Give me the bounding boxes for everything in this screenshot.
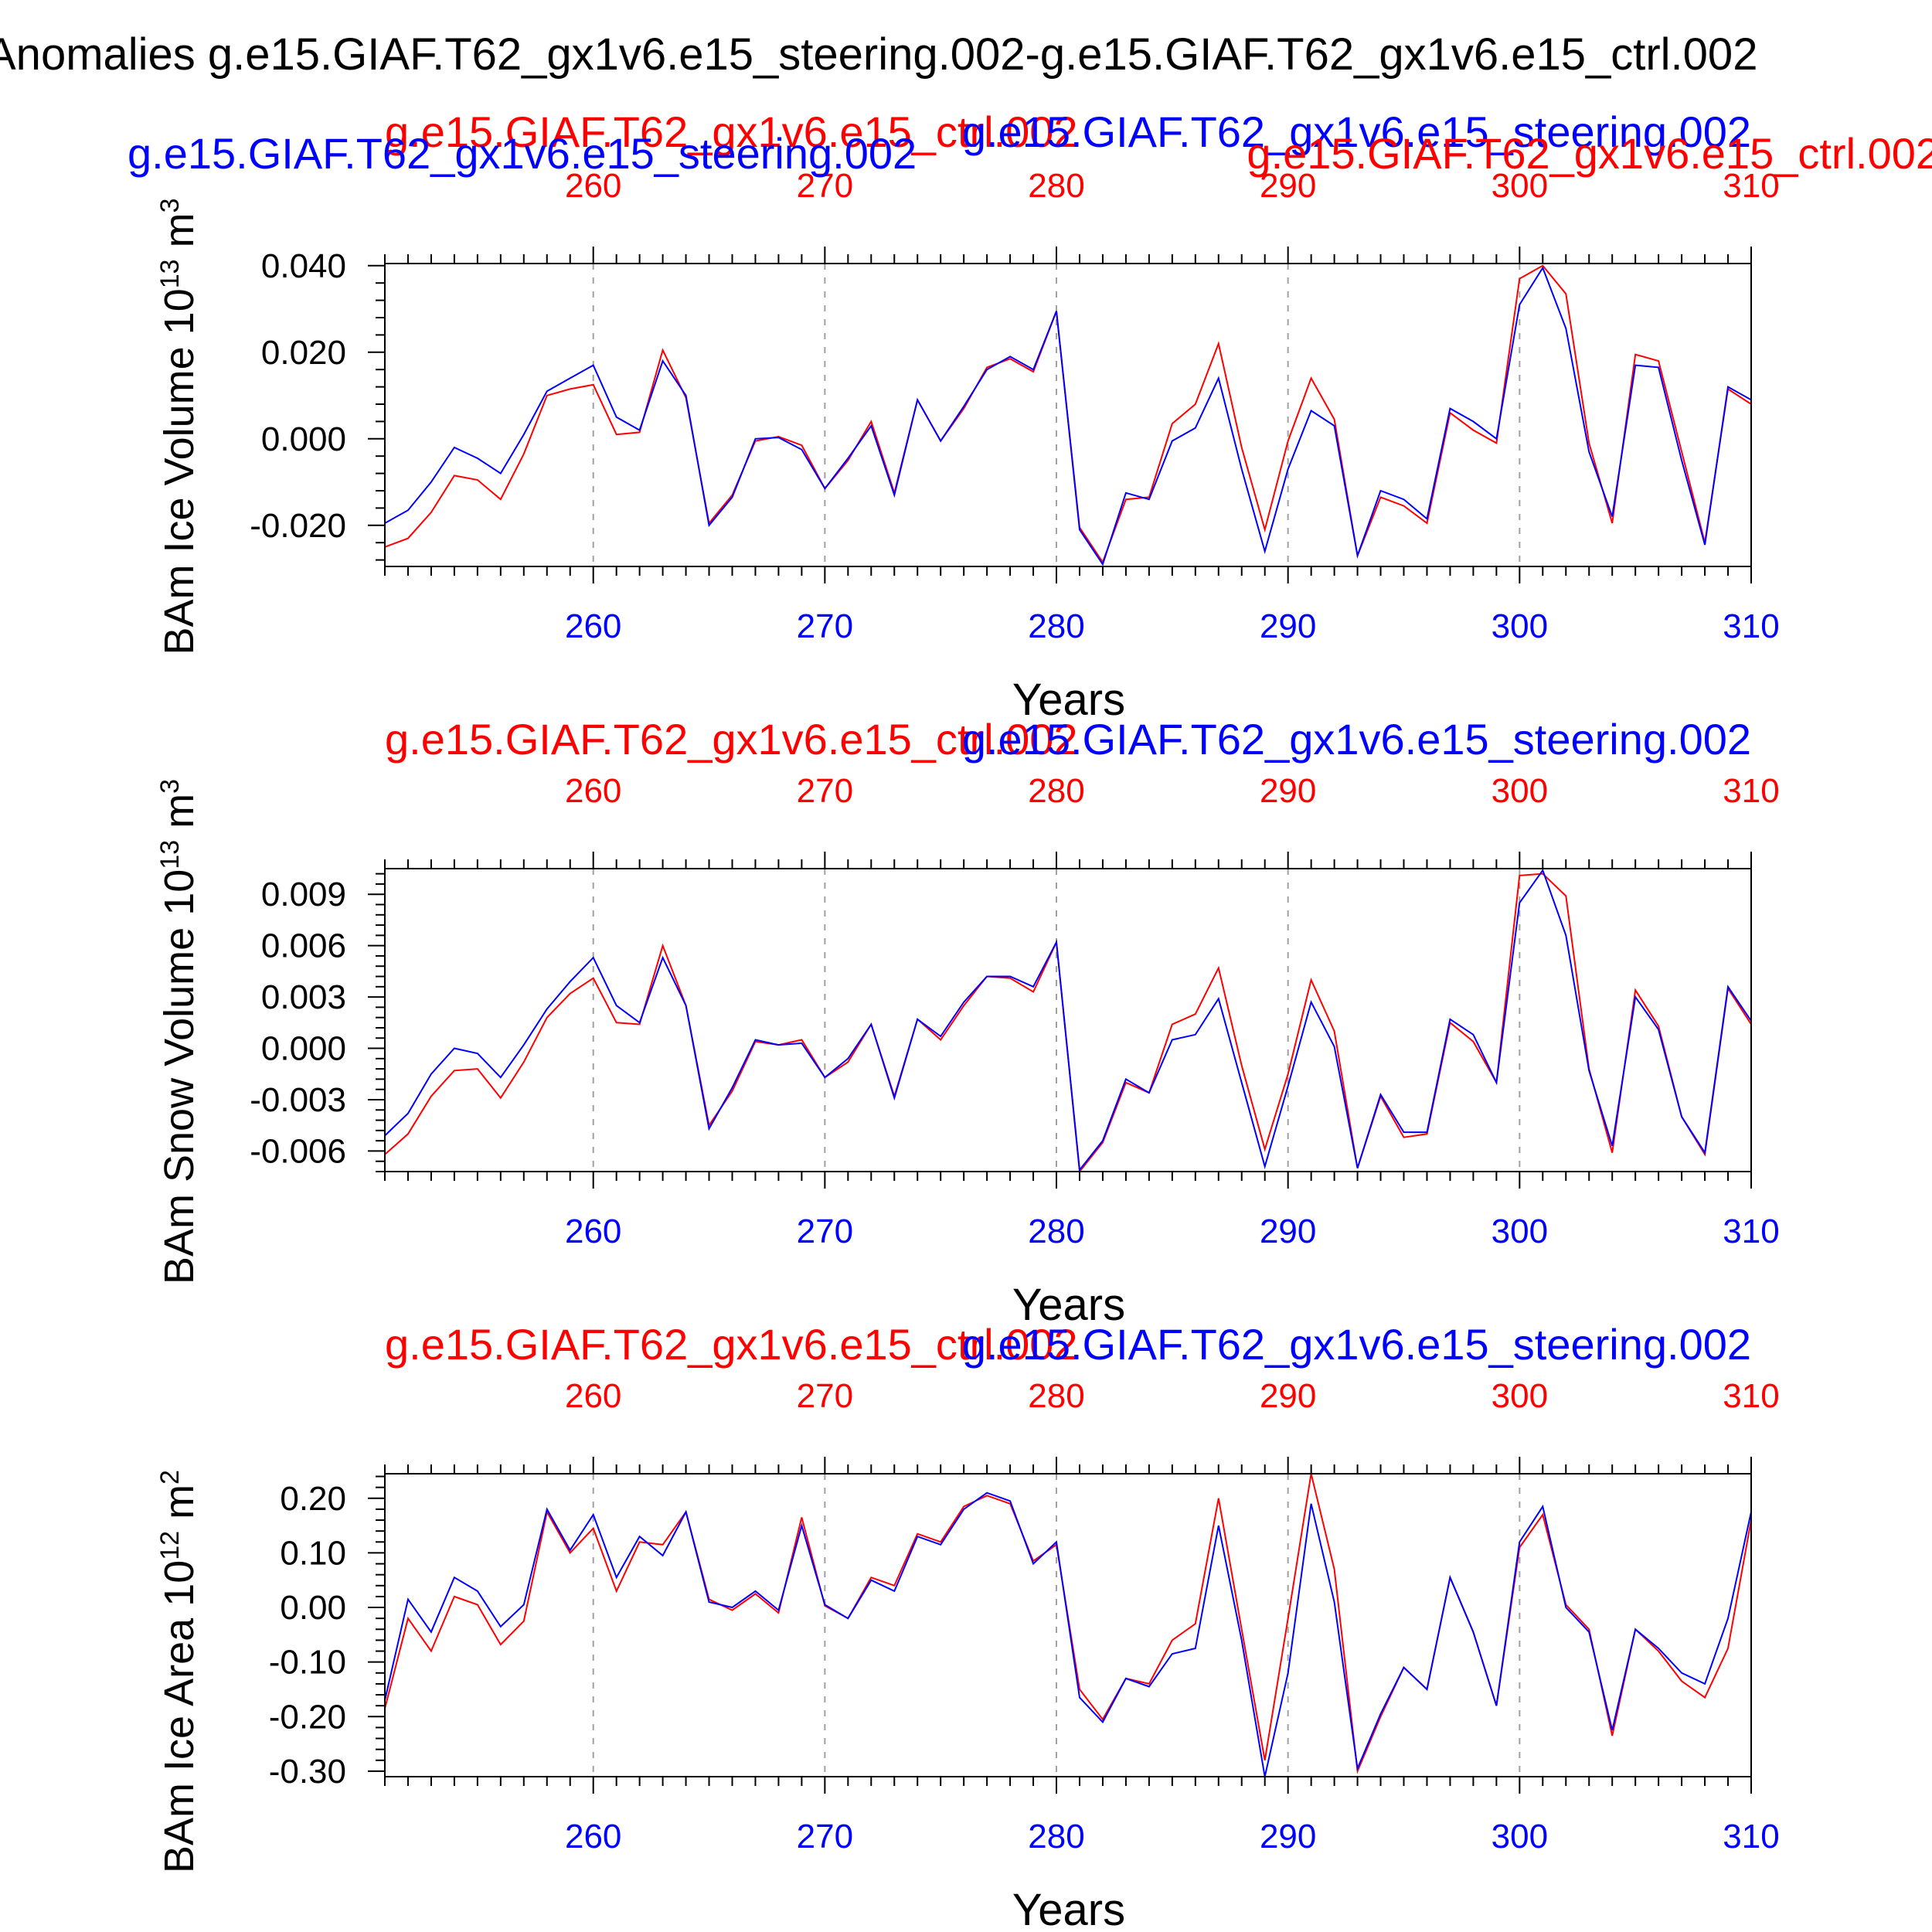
x-tick-label-bottom: 290 <box>1260 1213 1316 1250</box>
y-axis-title-ylabel-exp2: 2 <box>155 1470 185 1485</box>
x-tick-label-top: 280 <box>1028 1377 1084 1415</box>
x-tick-label-top: 290 <box>1260 1377 1316 1415</box>
x-tick-label-top: 260 <box>565 772 621 810</box>
x-tick-label-top: 290 <box>1260 167 1316 205</box>
series-top-label: g.e15.GIAF.T62_gx1v6.e15_steering.002 <box>128 129 917 178</box>
panel-2: 2602602702702802802902903003003103100.00… <box>155 715 1780 1330</box>
panel-3: 260 260 270 270 280 280 290 290 300 300 310 310 0.20… <box>155 1320 1780 1932</box>
x-tick-label-top: 310 <box>1723 1377 1779 1415</box>
series-top-label: g.e15.GIAF.T62_gx1v6.e15_steering.002 <box>962 1320 1751 1369</box>
x-tick-label-bottom: 260 <box>565 607 621 645</box>
y-tick-label: -0.020 <box>250 507 346 545</box>
x-axis-title: Years <box>1012 1885 1125 1932</box>
x-tick-label-top: 260 <box>565 1377 621 1415</box>
x-tick-label-top: 260 <box>565 167 621 205</box>
x-tick-label-top: 310 <box>1723 772 1779 810</box>
y-axis-title-ylabel: BAm Ice Area <box>156 1607 202 1873</box>
x-tick-label-bottom: 260 <box>565 1818 621 1855</box>
y-tick-label: -0.006 <box>250 1132 346 1170</box>
y-tick-label: -0.10 <box>269 1644 346 1682</box>
y-axis-title: BAm Snow Volume 1013 m3 <box>155 779 202 1284</box>
x-tick-label-top: 310 <box>1723 167 1779 205</box>
x-tick-label-bottom: 270 <box>797 607 853 645</box>
x-axis-title: Years <box>1012 1280 1125 1330</box>
series-top-label: g.e15.GIAF.T62_gx1v6.e15_steering.002 <box>962 715 1751 764</box>
y-axis-title-ylabel-unit: 10 <box>156 1560 202 1607</box>
x-tick-label-bottom: 290 <box>1260 1818 1316 1855</box>
y-axis-title-ylabel-exp: 13 <box>155 840 185 869</box>
x-tick-label-bottom: 270 <box>797 1213 853 1250</box>
x-tick-label-bottom: 310 <box>1723 1213 1779 1250</box>
series-top-label: g.e15.GIAF.T62_gx1v6.e15_ctrl.002 <box>1247 129 1932 178</box>
x-tick-label-top: 270 <box>797 1377 853 1415</box>
y-axis-title-ylabel: BAm Ice Volume <box>156 335 202 655</box>
y-tick-label: 0.003 <box>261 978 346 1016</box>
x-tick-label-bottom: 270 <box>797 1818 853 1855</box>
plot-frame <box>384 868 1752 1172</box>
x-tick-label-top: 300 <box>1492 167 1548 205</box>
x-tick-label-bottom: 280 <box>1028 607 1084 645</box>
series-top-label: g.e15.GIAF.T62_gx1v6.e15_ctrl.002 <box>385 715 1078 764</box>
series-line-ctrl <box>384 872 1752 1174</box>
y-axis-title-ylabel-unit2: m <box>156 1485 202 1531</box>
x-tick-label-top: 300 <box>1492 1377 1548 1415</box>
y-tick-label: 0.006 <box>261 927 346 965</box>
x-axis-title: Years <box>1012 675 1125 725</box>
y-axis-title-ylabel-unit: 10 <box>156 869 202 916</box>
plot-frame <box>384 263 1752 567</box>
x-tick-label-bottom: 310 <box>1723 1818 1779 1855</box>
x-tick-label-top: 280 <box>1028 167 1084 205</box>
x-tick-label-top: 270 <box>797 772 853 810</box>
x-tick-label-top: 290 <box>1260 772 1316 810</box>
y-tick-label: -0.003 <box>250 1081 346 1119</box>
series-top-label: g.e15.GIAF.T62_gx1v6.e15_ctrl.002 <box>385 107 1078 156</box>
y-tick-label: 0.20 <box>280 1480 346 1518</box>
y-tick-label: 0.000 <box>261 1030 346 1068</box>
y-axis-title-ylabel-exp: 12 <box>155 1531 185 1560</box>
y-axis-title: BAm Ice Volume 1013 m3 <box>155 198 202 655</box>
x-tick-label-bottom: 310 <box>1723 607 1779 645</box>
x-tick-label-top: 270 <box>797 167 853 205</box>
y-tick-label: 0.000 <box>261 420 346 458</box>
y-axis-title-ylabel-unit: 10 <box>156 288 202 335</box>
x-tick-label-bottom: 280 <box>1028 1213 1084 1250</box>
plot-frame <box>384 1473 1752 1777</box>
figure-title: Anomalies g.e15.GIAF.T62_gx1v6.e15_steer… <box>0 29 1757 80</box>
series-line-steering <box>384 869 1752 1172</box>
y-tick-label: 0.020 <box>261 334 346 372</box>
series-top-label: g.e15.GIAF.T62_gx1v6.e15_ctrl.002 <box>385 1320 1078 1369</box>
panel-1: 2602602702702802802902903003003103100.04… <box>128 107 1932 725</box>
series-line-steering <box>384 1492 1752 1777</box>
x-tick-label-bottom: 280 <box>1028 1818 1084 1855</box>
y-tick-label: -0.30 <box>269 1753 346 1791</box>
y-tick-label: 0.00 <box>280 1589 346 1627</box>
x-tick-label-bottom: 300 <box>1492 607 1548 645</box>
x-tick-label-bottom: 300 <box>1492 1213 1548 1250</box>
series-line-steering <box>384 266 1752 566</box>
y-tick-label: 0.009 <box>261 876 346 913</box>
y-axis-title-ylabel-exp: 13 <box>155 259 185 288</box>
x-tick-label-top: 300 <box>1492 772 1548 810</box>
y-tick-label: 0.10 <box>280 1534 346 1572</box>
y-tick-label: 0.040 <box>261 247 346 285</box>
y-axis-title-ylabel-unit2: m <box>156 213 202 259</box>
y-axis-title-ylabel-unit2: m <box>156 794 202 840</box>
y-axis-title-ylabel-exp2: 3 <box>155 779 185 794</box>
x-tick-label-bottom: 290 <box>1260 607 1316 645</box>
x-tick-label-bottom: 260 <box>565 1213 621 1250</box>
series-top-label: g.e15.GIAF.T62_gx1v6.e15_steering.002 <box>962 107 1751 156</box>
y-tick-label: -0.20 <box>269 1698 346 1736</box>
y-axis-title-ylabel-exp2: 3 <box>155 198 185 213</box>
x-tick-label-top: 280 <box>1028 772 1084 810</box>
x-tick-label-bottom: 300 <box>1492 1818 1548 1855</box>
y-axis-title: BAm Ice Area 1012 m2 <box>155 1470 202 1873</box>
y-axis-title-ylabel: BAm Snow Volume <box>156 916 202 1284</box>
